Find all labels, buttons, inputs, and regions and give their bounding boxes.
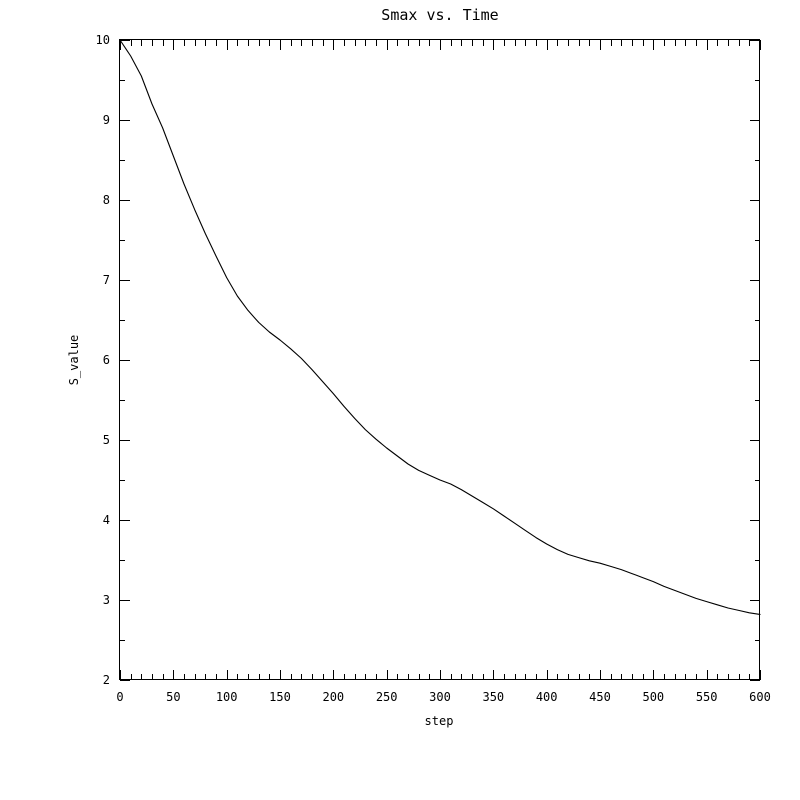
x-tick-label: 50 — [166, 690, 180, 704]
x-tick-label: 250 — [376, 690, 398, 704]
x-tick-label: 550 — [696, 690, 718, 704]
x-tick-label: 350 — [482, 690, 504, 704]
plot-frame — [119, 39, 760, 680]
x-tick-label: 500 — [642, 690, 664, 704]
x-tick-label: 400 — [536, 690, 558, 704]
y-tick-label: 2 — [103, 673, 110, 687]
tick-marks — [120, 40, 761, 681]
x-tick-label: 450 — [589, 690, 611, 704]
x-tick-label: 0 — [116, 690, 123, 704]
y-tick-label: 9 — [103, 113, 110, 127]
y-tick-label: 5 — [103, 433, 110, 447]
chart-title: Smax vs. Time — [381, 6, 498, 24]
y-axis-label: S_value — [67, 335, 81, 386]
x-tick-label: 100 — [216, 690, 238, 704]
y-tick-label: 6 — [103, 353, 110, 367]
y-tick-label: 8 — [103, 193, 110, 207]
y-tick-label: 10 — [96, 33, 110, 47]
y-tick-label: 4 — [103, 513, 110, 527]
x-tick-label: 600 — [749, 690, 771, 704]
series-line — [119, 39, 761, 615]
y-tick-label: 7 — [103, 273, 110, 287]
x-tick-label: 150 — [269, 690, 291, 704]
x-tick-label: 300 — [429, 690, 451, 704]
x-axis-label: step — [425, 714, 454, 728]
x-tick-label: 200 — [322, 690, 344, 704]
tick-labels: 0 50 100 150 200 250 300 350 400 450 500 550 600 2 3 4 5… — [96, 33, 771, 704]
y-tick-label: 3 — [103, 593, 110, 607]
